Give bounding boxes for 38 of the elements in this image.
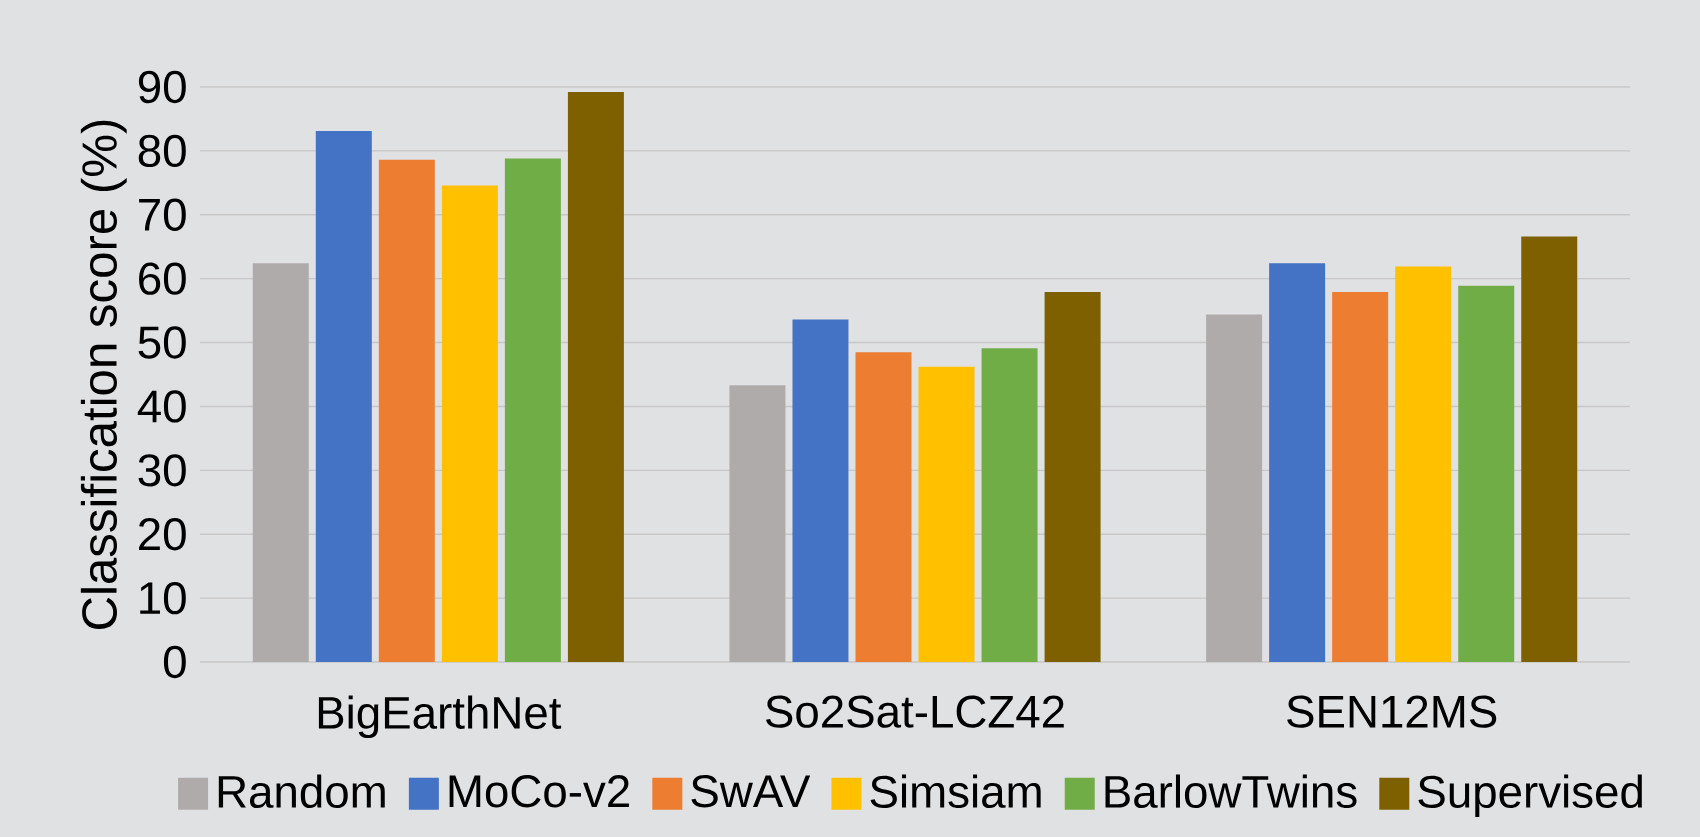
- y-axis-title: Classification score (%): [80, 120, 127, 630]
- y-tick-label: 80: [138, 134, 186, 168]
- bar: [1332, 292, 1389, 662]
- y-tick-label: 60: [139, 262, 186, 295]
- y-tick-label: 90: [138, 70, 186, 104]
- y-tick-label: 40: [137, 390, 186, 423]
- y-tick-label: 20: [139, 518, 186, 551]
- bar: [1206, 314, 1263, 662]
- bar: [315, 131, 372, 662]
- y-tick-label: 0: [163, 645, 186, 679]
- bar: [1395, 266, 1452, 662]
- legend-label: SwAV: [691, 775, 811, 808]
- bar: [1044, 292, 1101, 662]
- bar: [855, 352, 912, 662]
- bar: [918, 366, 975, 662]
- legend-label: BarlowTwins: [1105, 774, 1357, 809]
- bar: [378, 159, 435, 662]
- bar: [567, 92, 624, 662]
- legend-label: Random: [218, 774, 385, 809]
- y-tick-label: 30: [138, 454, 186, 487]
- bar: [981, 348, 1038, 662]
- bar: [252, 263, 309, 662]
- y-tick-label: 70: [139, 198, 186, 231]
- x-tick-label: SEN12MS: [1287, 695, 1497, 728]
- x-tick-label: So2Sat-LCZ42: [765, 695, 1064, 728]
- x-tick-label: BigEarthNet: [318, 695, 562, 739]
- bar: [504, 158, 561, 662]
- bar: [1458, 285, 1515, 662]
- y-tick-label: 10: [140, 581, 186, 615]
- legend-label: Simsiam: [870, 774, 1041, 809]
- bar: [1521, 236, 1578, 662]
- y-tick-label: 50: [138, 326, 186, 359]
- bar: [441, 185, 498, 662]
- legend-label: Supervised: [1418, 774, 1642, 818]
- legend-label: MoCo-v2: [449, 775, 629, 808]
- bar: [792, 319, 849, 662]
- bar: [1269, 263, 1326, 662]
- bar: [729, 385, 786, 662]
